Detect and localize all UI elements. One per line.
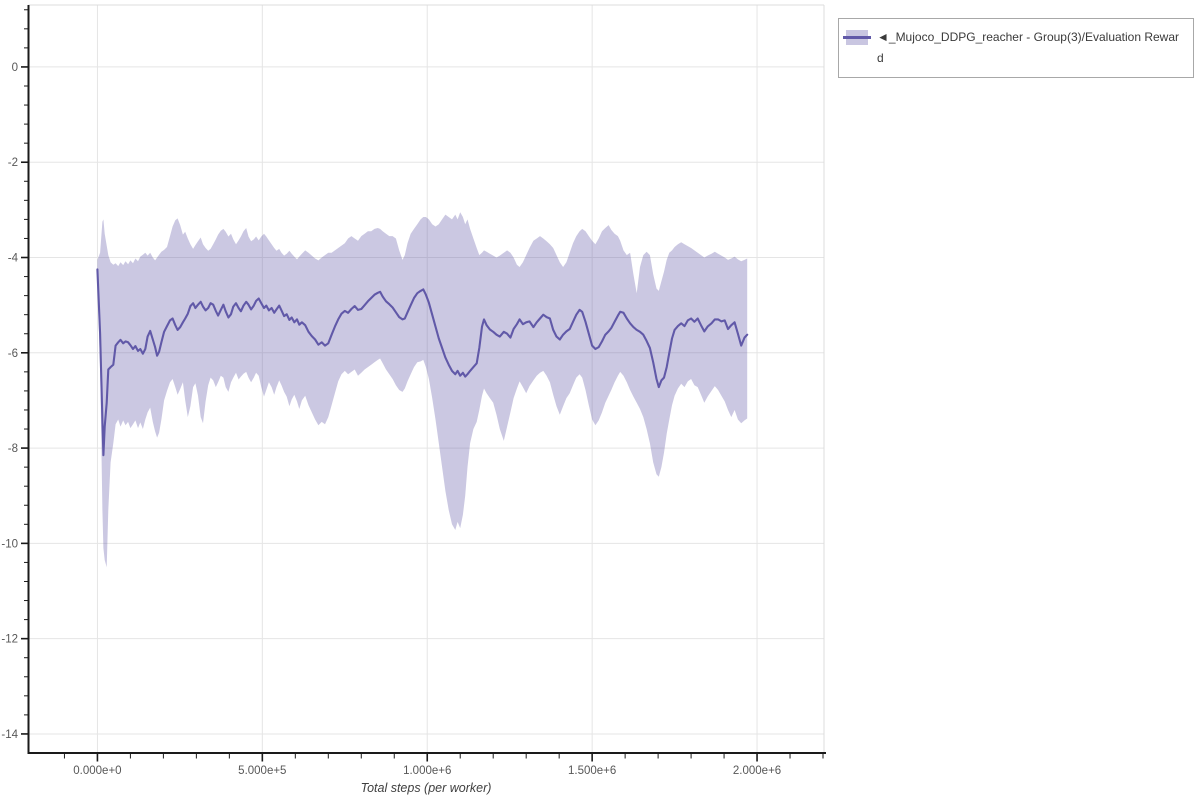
legend-series-line-swatch bbox=[843, 36, 871, 39]
legend-series-marker bbox=[843, 30, 871, 45]
x-tick-label: 1.500e+6 bbox=[568, 765, 616, 777]
x-tick-label: 5.000e+5 bbox=[238, 765, 286, 777]
y-tick-label: -6 bbox=[8, 348, 18, 360]
legend-series-text: ◄_Mujoco_DDPG_reacher - Group(3)/Evaluat… bbox=[877, 27, 1185, 69]
y-tick-label: -2 bbox=[8, 157, 18, 169]
y-tick-label: -12 bbox=[1, 634, 18, 646]
legend-series-label: _Mujoco_DDPG_reacher - Group(3)/Evaluati… bbox=[877, 30, 1180, 65]
x-tick-label: 0.000e+0 bbox=[73, 765, 121, 777]
y-tick-label: -10 bbox=[1, 538, 18, 550]
legend-entry[interactable]: ◄_Mujoco_DDPG_reacher - Group(3)/Evaluat… bbox=[843, 27, 1185, 69]
y-tick-label: 0 bbox=[12, 62, 18, 74]
mean-line bbox=[96, 268, 749, 457]
confidence-band bbox=[97, 212, 748, 568]
y-tick-label: -8 bbox=[8, 443, 18, 455]
legend: ◄_Mujoco_DDPG_reacher - Group(3)/Evaluat… bbox=[838, 18, 1194, 78]
y-tick-label: -14 bbox=[1, 729, 18, 741]
x-tick-label: 2.000e+6 bbox=[733, 765, 781, 777]
y-tick-label: -4 bbox=[8, 253, 19, 265]
x-axis-title: Total steps (per worker) bbox=[360, 781, 492, 795]
x-tick-label: 1.000e+6 bbox=[403, 765, 451, 777]
legend-collapse-icon[interactable]: ◄ bbox=[877, 30, 889, 44]
